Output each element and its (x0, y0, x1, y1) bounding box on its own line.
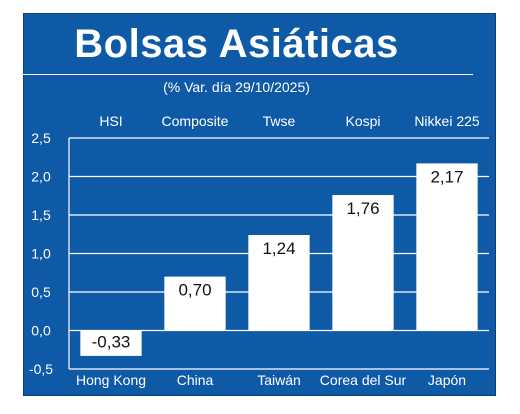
chart-subtitle: (% Var. día 29/10/2025) (163, 79, 310, 95)
bar-value-label: 2,17 (430, 167, 463, 186)
index-label: HSI (99, 113, 122, 129)
index-label: Kospi (345, 113, 380, 129)
index-label: Nikkei 225 (414, 113, 480, 129)
x-tick-label: Taiwán (257, 372, 301, 388)
x-tick-label: Japón (428, 372, 466, 388)
bar (332, 194, 394, 331)
y-tick-label: -0,5 (29, 361, 53, 377)
chart-title: Bolsas Asiáticas (74, 22, 399, 66)
y-tick-label: 1,0 (31, 246, 51, 262)
bar-value-label: 0,70 (178, 281, 211, 300)
index-label: Twse (263, 113, 296, 129)
index-label: Composite (162, 113, 229, 129)
y-tick-label: 0,5 (31, 284, 51, 300)
y-tick-label: 2,0 (31, 169, 51, 185)
y-tick-label: 0,0 (31, 323, 51, 339)
bar (416, 163, 478, 331)
bar (248, 235, 310, 331)
x-tick-label: China (177, 372, 214, 388)
title-divider (0, 74, 473, 75)
x-tick-label: Corea del Sur (320, 372, 407, 388)
bar-value-label: 1,76 (346, 199, 379, 218)
bar (164, 276, 226, 331)
bar (80, 330, 142, 356)
y-tick-label: 2,5 (31, 130, 51, 146)
y-tick-label: 1,5 (31, 207, 51, 223)
x-tick-label: Hong Kong (76, 372, 146, 388)
bar-value-label: -0,33 (92, 333, 131, 352)
bar-value-label: 1,24 (262, 239, 295, 258)
